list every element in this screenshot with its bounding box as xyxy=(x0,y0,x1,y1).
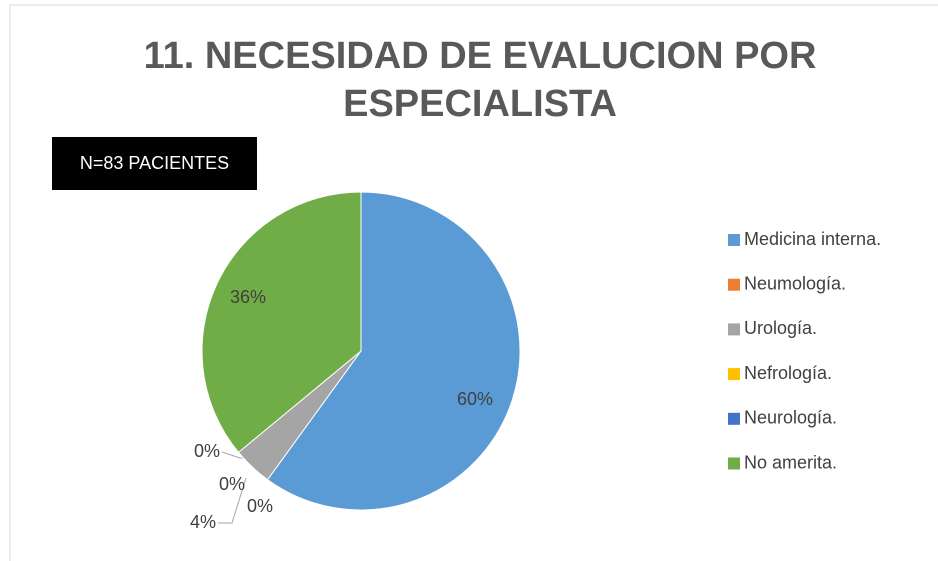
data-label: 4% xyxy=(190,512,216,532)
data-label: 0% xyxy=(247,496,273,516)
legend-label: Medicina interna. xyxy=(744,229,881,249)
annotation: N=83 PACIENTES xyxy=(52,137,257,190)
data-label: 0% xyxy=(194,441,220,461)
legend-label: No amerita. xyxy=(744,452,837,472)
legend-label: Neumología. xyxy=(744,273,846,293)
legend-swatch xyxy=(728,278,740,291)
legend-label: Neurología. xyxy=(744,408,837,428)
legend-swatch xyxy=(728,234,740,246)
chart-frame xyxy=(9,4,938,561)
legend-label: Nefrología. xyxy=(744,363,832,383)
pie-slice xyxy=(266,191,521,511)
legend-swatch xyxy=(728,457,740,470)
legend-swatch xyxy=(728,368,740,381)
leader-line xyxy=(218,477,247,524)
pie-slice xyxy=(201,191,362,454)
legend-swatch xyxy=(728,412,740,425)
data-label: 60% xyxy=(457,389,493,409)
chart-title: 11. NECESIDAD DE EVALUCION POR ESPECIALI… xyxy=(143,35,817,125)
data-label: 36% xyxy=(230,287,266,307)
legend-label: Urología. xyxy=(744,318,817,338)
data-label: 0% xyxy=(219,474,245,494)
legend-swatch xyxy=(728,323,740,336)
